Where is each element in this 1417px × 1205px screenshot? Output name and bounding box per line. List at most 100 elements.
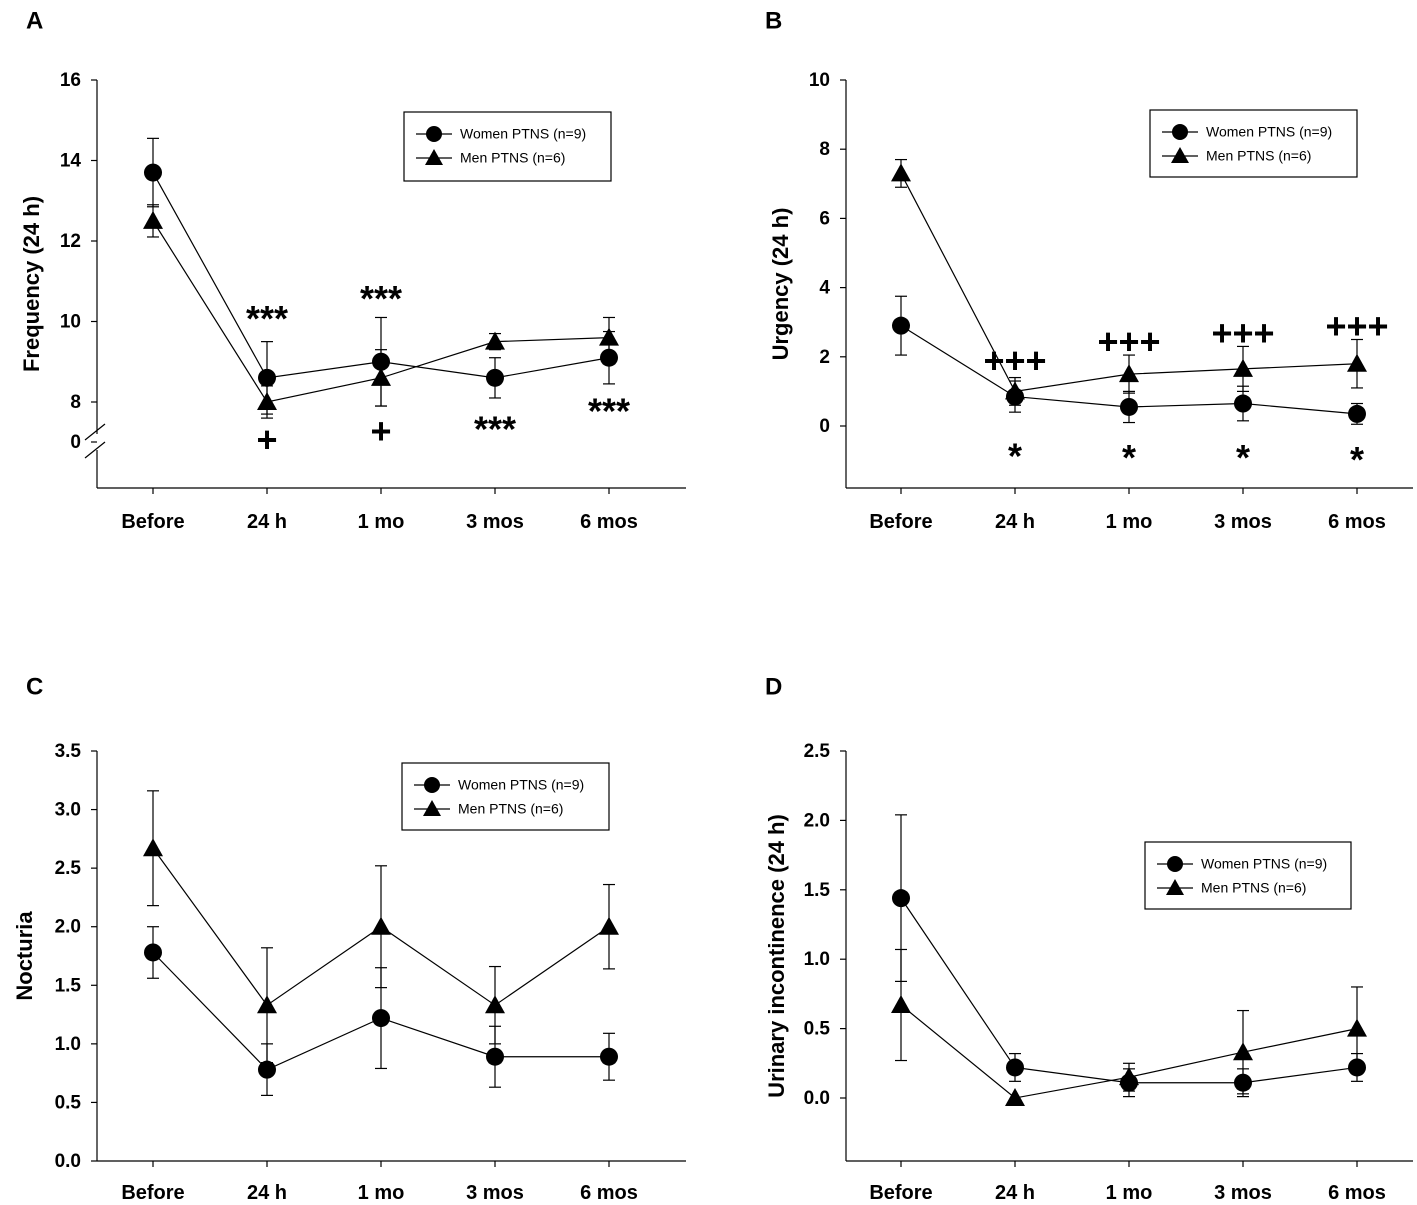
x-tick-label: 24 h bbox=[995, 511, 1035, 533]
x-tick-label: 3 mos bbox=[466, 1182, 524, 1204]
legend-label: Men PTNS (n=6) bbox=[1206, 148, 1311, 164]
x-tick-label: 6 mos bbox=[1328, 1182, 1386, 1204]
data-point-circle bbox=[1234, 394, 1252, 413]
significance-mark: *** bbox=[474, 409, 516, 450]
y-tick-label: 10 bbox=[809, 70, 830, 91]
legend-label: Men PTNS (n=6) bbox=[460, 150, 565, 166]
y-tick-label: 8 bbox=[819, 139, 830, 160]
y-tick-label: 1.5 bbox=[55, 975, 82, 996]
y-tick-label: 0 bbox=[819, 416, 830, 437]
legend-label: Men PTNS (n=6) bbox=[458, 801, 563, 817]
x-tick-label: Before bbox=[121, 1182, 184, 1204]
data-point-triangle bbox=[371, 916, 391, 935]
data-point-triangle bbox=[1005, 1088, 1025, 1106]
legend-label: Women PTNS (n=9) bbox=[1201, 856, 1327, 872]
panel-label: C bbox=[26, 673, 43, 700]
y-axis-label: Urinary incontinence (24 h) bbox=[764, 814, 789, 1098]
legend-box bbox=[1144, 841, 1352, 910]
data-point-triangle bbox=[371, 367, 391, 386]
significance-mark: * bbox=[1008, 435, 1022, 476]
significance-mark: +++ bbox=[983, 340, 1046, 381]
data-point-triangle bbox=[599, 327, 619, 346]
data-point-circle bbox=[486, 1047, 504, 1066]
data-point-triangle bbox=[143, 210, 163, 229]
legend-marker-triangle bbox=[425, 149, 443, 165]
significance-mark: * bbox=[1350, 439, 1364, 480]
legend-marker-triangle bbox=[423, 800, 441, 816]
legend-marker-circle bbox=[1172, 124, 1188, 140]
legend: Women PTNS (n=9) Men PTNS (n=6) bbox=[1149, 109, 1358, 178]
legend-label: Men PTNS (n=6) bbox=[1201, 880, 1306, 896]
data-point-circle bbox=[144, 163, 162, 182]
y-tick-label: 0.0 bbox=[804, 1088, 830, 1109]
panel-d: D 0.0 0.5 1.0 1.5 2.0 2.5 Before 24 h 1 mo 3 mos 6 … bbox=[764, 673, 1413, 1204]
panel-label: B bbox=[765, 7, 782, 34]
y-tick-label: 3.0 bbox=[55, 800, 81, 821]
panel-b: B 0 2 4 6 8 10 Before 24 h 1 mo 3 mos 6 mos Urgency … bbox=[765, 7, 1413, 533]
y-tick-label: 16 bbox=[60, 70, 81, 91]
y-axis-label: Urgency (24 h) bbox=[768, 208, 793, 361]
legend-box bbox=[401, 762, 610, 831]
data-point-circle bbox=[258, 1060, 276, 1079]
data-point-triangle bbox=[891, 995, 911, 1014]
y-tick-label: 0.5 bbox=[804, 1019, 831, 1040]
data-point-circle bbox=[486, 368, 504, 387]
y-tick-label: 0 bbox=[70, 432, 81, 453]
data-point-triangle bbox=[485, 331, 505, 350]
panel-label: A bbox=[26, 7, 43, 34]
panel-label: D bbox=[765, 673, 782, 700]
data-point-triangle bbox=[891, 163, 911, 182]
y-tick-label: 12 bbox=[60, 231, 81, 252]
significance-mark: *** bbox=[588, 391, 630, 432]
series-women bbox=[144, 926, 618, 1097]
x-tick-label: Before bbox=[869, 1182, 932, 1204]
y-axis-label: Nocturia bbox=[12, 911, 37, 1001]
y-tick-label: 14 bbox=[60, 151, 82, 172]
data-point-circle bbox=[1348, 404, 1366, 423]
data-point-triangle bbox=[257, 392, 277, 410]
legend-label: Women PTNS (n=9) bbox=[460, 126, 586, 142]
series-men bbox=[143, 790, 619, 1064]
y-tick-label: 2.5 bbox=[804, 741, 831, 762]
significance-mark: *** bbox=[360, 278, 402, 319]
y-tick-label: 4 bbox=[819, 278, 830, 299]
data-point-triangle bbox=[257, 995, 277, 1014]
axis-break-mark bbox=[84, 441, 106, 459]
y-tick-label: 1.5 bbox=[804, 880, 831, 901]
y-tick-label: 1.0 bbox=[55, 1034, 81, 1055]
y-tick-label: 0.5 bbox=[55, 1092, 82, 1113]
x-tick-label: Before bbox=[869, 511, 932, 533]
panel-a: A 0 8 10 12 14 16 Before 24 h 1 mo 3 mos 6 mos Frequ… bbox=[19, 7, 686, 533]
data-point-circle bbox=[600, 1047, 618, 1066]
data-point-triangle bbox=[1119, 364, 1139, 383]
legend-label: Women PTNS (n=9) bbox=[458, 777, 584, 793]
data-point-triangle bbox=[599, 916, 619, 935]
x-tick-label: 6 mos bbox=[580, 511, 638, 533]
x-tick-label: 1 mo bbox=[358, 1182, 405, 1204]
series-line bbox=[900, 897, 1358, 1084]
data-point-triangle bbox=[1347, 1018, 1367, 1037]
x-tick-label: 3 mos bbox=[1214, 1182, 1272, 1204]
significance-mark: * bbox=[1236, 437, 1250, 478]
data-point-triangle bbox=[485, 995, 505, 1014]
data-point-circle bbox=[1120, 397, 1138, 416]
x-tick-label: 1 mo bbox=[1106, 511, 1153, 533]
x-tick-label: 3 mos bbox=[1214, 511, 1272, 533]
legend-marker-triangle bbox=[1171, 147, 1189, 163]
series-men bbox=[891, 158, 1367, 406]
data-point-triangle bbox=[143, 838, 163, 857]
data-point-triangle bbox=[1347, 353, 1367, 372]
significance-mark: +++ bbox=[1211, 313, 1274, 354]
y-tick-label: 10 bbox=[60, 312, 81, 333]
x-tick-label: 6 mos bbox=[1328, 511, 1386, 533]
axis-break-mark bbox=[84, 423, 106, 441]
y-tick-label: 0.0 bbox=[55, 1151, 81, 1172]
x-tick-label: Before bbox=[121, 511, 184, 533]
y-tick-label: 2.5 bbox=[55, 858, 82, 879]
data-point-circle bbox=[372, 1009, 390, 1028]
significance-mark: + bbox=[370, 411, 391, 452]
legend: Women PTNS (n=9) Men PTNS (n=6) bbox=[401, 762, 610, 831]
y-tick-label: 1.0 bbox=[804, 949, 830, 970]
data-point-triangle bbox=[1233, 358, 1253, 377]
